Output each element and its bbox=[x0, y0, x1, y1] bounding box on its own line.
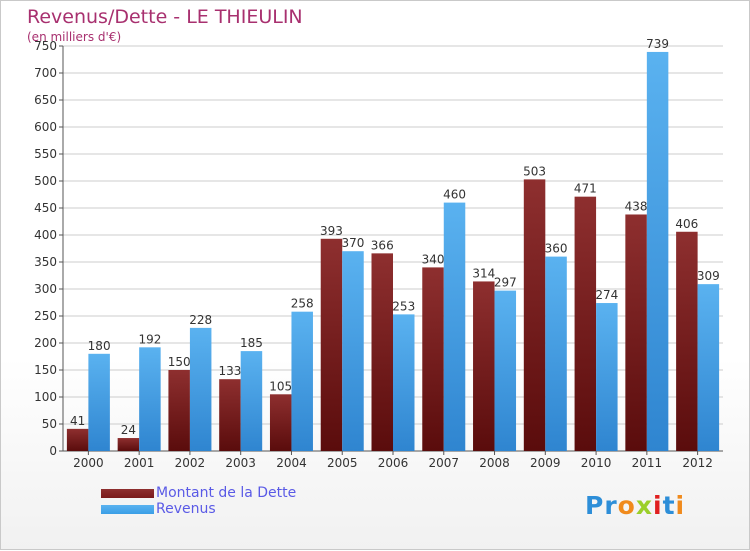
logo-letter: x bbox=[635, 491, 653, 520]
data-label: 253 bbox=[392, 299, 415, 313]
bar-debt bbox=[117, 438, 140, 451]
logo-letter: r bbox=[604, 491, 618, 520]
x-tick-label: 2005 bbox=[327, 456, 358, 470]
x-tick-label: 2002 bbox=[175, 456, 206, 470]
chart-subtitle: (en milliers d'€) bbox=[27, 30, 122, 44]
bar-revenus bbox=[139, 347, 161, 451]
x-tick-label: 2000 bbox=[73, 456, 104, 470]
data-label: 393 bbox=[320, 224, 343, 238]
bar-debt bbox=[371, 253, 393, 451]
data-label: 41 bbox=[70, 414, 85, 428]
y-tick-label: 200 bbox=[34, 336, 57, 350]
data-label: 192 bbox=[138, 332, 161, 346]
data-label: 258 bbox=[291, 297, 314, 311]
logo-letter: P bbox=[585, 491, 605, 520]
bar-revenus bbox=[88, 353, 110, 451]
x-tick-label: 2001 bbox=[124, 456, 155, 470]
y-tick-label: 250 bbox=[34, 309, 57, 323]
data-label: 460 bbox=[443, 188, 466, 202]
bar-revenus bbox=[646, 51, 669, 451]
data-label: 314 bbox=[472, 266, 495, 280]
bar-debt bbox=[625, 214, 647, 451]
bar-debt bbox=[574, 196, 597, 451]
bar-revenus bbox=[291, 311, 313, 451]
bar-revenus bbox=[393, 314, 415, 451]
x-tick-label: 2008 bbox=[479, 456, 510, 470]
x-tick-label: 2003 bbox=[225, 456, 256, 470]
data-label: 297 bbox=[494, 276, 517, 290]
bar-debt bbox=[269, 394, 292, 451]
data-label: 471 bbox=[574, 182, 597, 196]
data-label: 340 bbox=[422, 252, 445, 266]
y-tick-label: 450 bbox=[34, 201, 57, 215]
y-tick-label: 0 bbox=[49, 444, 57, 458]
x-tick-label: 2004 bbox=[276, 456, 307, 470]
bar-debt bbox=[523, 179, 546, 451]
bar-revenus bbox=[443, 202, 466, 451]
data-label: 503 bbox=[523, 164, 546, 178]
data-label: 274 bbox=[595, 288, 618, 302]
y-tick-label: 50 bbox=[42, 417, 57, 431]
y-tick-label: 400 bbox=[34, 228, 57, 242]
proxiti-logo: Proxiti bbox=[585, 491, 685, 520]
y-tick-label: 350 bbox=[34, 255, 57, 269]
bar-debt bbox=[66, 428, 89, 451]
data-label: 150 bbox=[168, 355, 191, 369]
data-label: 360 bbox=[545, 242, 568, 256]
y-tick-label: 550 bbox=[34, 147, 57, 161]
data-label: 406 bbox=[675, 217, 698, 231]
y-tick-label: 600 bbox=[34, 120, 57, 134]
y-tick-label: 300 bbox=[34, 282, 57, 296]
bar-revenus bbox=[494, 290, 517, 451]
bar-revenus bbox=[545, 256, 567, 451]
logo-letter: t bbox=[662, 491, 676, 520]
bar-debt bbox=[168, 370, 190, 451]
logo-letter: o bbox=[617, 491, 636, 520]
y-tick-label: 700 bbox=[34, 66, 57, 80]
x-tick-label: 2010 bbox=[581, 456, 612, 470]
data-label: 24 bbox=[121, 423, 136, 437]
y-tick-label: 650 bbox=[34, 93, 57, 107]
x-tick-label: 2009 bbox=[530, 456, 561, 470]
x-tick-label: 2007 bbox=[428, 456, 459, 470]
bar-debt bbox=[422, 267, 444, 451]
bar-revenus bbox=[342, 251, 364, 451]
data-label: 438 bbox=[625, 199, 648, 213]
data-label: 366 bbox=[371, 238, 394, 252]
legend-label-revenus: Revenus bbox=[156, 501, 216, 517]
legend-swatch-debt bbox=[101, 489, 154, 498]
y-tick-label: 750 bbox=[34, 39, 57, 53]
data-label: 185 bbox=[240, 336, 263, 350]
bar-debt bbox=[676, 231, 698, 451]
data-label: 739 bbox=[646, 37, 669, 51]
bar-revenus bbox=[240, 351, 263, 451]
y-tick-label: 100 bbox=[34, 390, 57, 404]
data-label: 133 bbox=[218, 364, 241, 378]
x-tick-label: 2012 bbox=[682, 456, 713, 470]
bar-revenus bbox=[697, 284, 720, 451]
logo-letter: i bbox=[653, 491, 663, 520]
data-label: 309 bbox=[697, 269, 720, 283]
data-label: 105 bbox=[269, 379, 292, 393]
bar-revenus bbox=[189, 327, 212, 451]
y-tick-label: 150 bbox=[34, 363, 57, 377]
data-label: 180 bbox=[88, 339, 111, 353]
bar-revenus bbox=[596, 303, 618, 451]
logo-letter: i bbox=[675, 491, 686, 520]
x-tick-label: 2006 bbox=[378, 456, 409, 470]
legend-label-debt: Montant de la Dette bbox=[156, 485, 297, 501]
bar-debt bbox=[320, 238, 343, 451]
x-tick-label: 2011 bbox=[632, 456, 663, 470]
legend-swatch-revenus bbox=[101, 505, 154, 514]
chart-title: Revenus/Dette - LE THIEULIN bbox=[27, 6, 303, 28]
data-label: 370 bbox=[342, 236, 365, 250]
bar-debt bbox=[473, 281, 495, 451]
bar-debt bbox=[219, 379, 241, 451]
data-label: 228 bbox=[189, 313, 212, 327]
y-tick-label: 500 bbox=[34, 174, 57, 188]
